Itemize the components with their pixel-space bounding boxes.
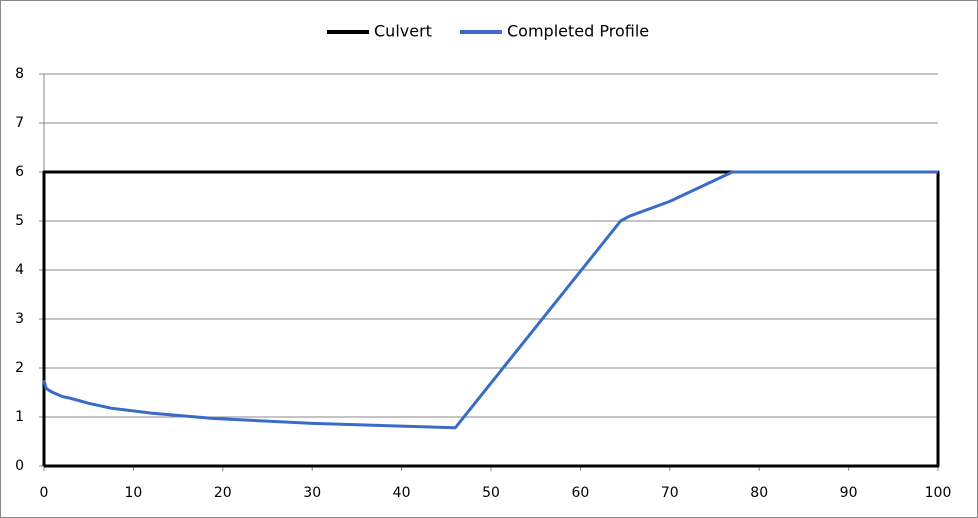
x-tick-label: 80 <box>750 485 768 501</box>
x-tick-label: 40 <box>393 485 411 501</box>
y-tick-label: 1 <box>15 409 24 425</box>
y-tick-label: 4 <box>15 262 24 278</box>
y-tick-label: 8 <box>15 66 24 82</box>
y-tick-label: 6 <box>15 164 24 180</box>
y-tick-label: 0 <box>15 458 24 474</box>
y-tick-label: 2 <box>15 360 24 376</box>
x-tick-label: 20 <box>214 485 232 501</box>
series-line <box>42 170 938 430</box>
y-tick-label: 7 <box>15 115 24 131</box>
x-tick-label: 50 <box>482 485 500 501</box>
x-tick-label: 70 <box>661 485 679 501</box>
x-tick-label: 0 <box>40 485 49 501</box>
y-tick-label: 3 <box>15 311 24 327</box>
legend-label: Completed Profile <box>507 22 649 41</box>
y-tick-label: 5 <box>15 213 24 229</box>
x-tick-label: 60 <box>571 485 589 501</box>
x-tick-label: 100 <box>925 485 952 501</box>
x-tick-label: 90 <box>840 485 858 501</box>
x-tick-label: 30 <box>303 485 321 501</box>
x-tick-label: 10 <box>124 485 142 501</box>
legend-label: Culvert <box>374 22 432 41</box>
